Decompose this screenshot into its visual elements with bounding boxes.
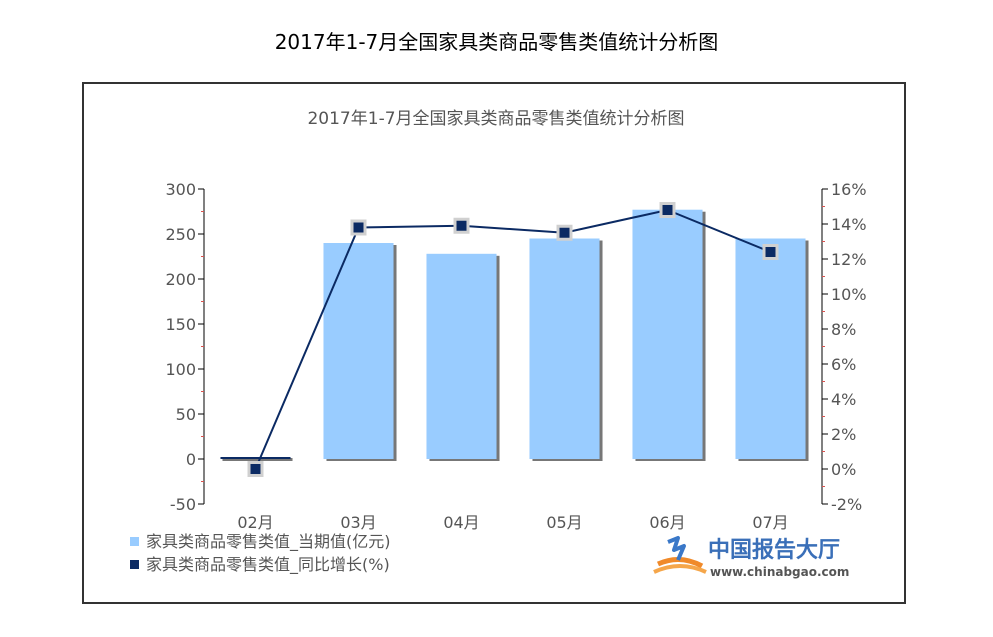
left-axis-tick-label: 50: [176, 405, 196, 424]
left-axis-tick-label: 150: [165, 315, 196, 334]
growth-rate-marker: [559, 227, 570, 238]
bar-current-value: [632, 209, 703, 459]
legend-swatch-bar: [130, 537, 139, 546]
bar-current-value: [529, 238, 600, 459]
right-axis-tick-label: 10%: [831, 285, 867, 304]
legend-label-line: 家具类商品零售类值_同比增长(%): [146, 555, 390, 575]
chart-svg: 2017年1-7月全国家具类商品零售类值统计分析图 300 250 200 150 10…: [130, 109, 867, 575]
x-axis-tick-label: 07月: [752, 513, 788, 532]
legend-swatch-line: [130, 560, 139, 569]
legend: 家具类商品零售类值_当期值(亿元) 家具类商品零售类值_同比增长(%): [130, 532, 391, 575]
left-axis-tick-label: -50: [170, 495, 196, 514]
right-axis-tick-label: 4%: [831, 390, 856, 409]
logo-url-text: www.chinabgao.com: [710, 565, 849, 579]
page-title: 2017年1-7月全国家具类商品零售类值统计分析图: [274, 30, 719, 54]
right-axis-tick-label: 12%: [831, 250, 867, 269]
x-axis-tick-label: 04月: [443, 513, 479, 532]
bar-current-value: [735, 238, 806, 459]
chart-title: 2017年1-7月全国家具类商品零售类值统计分析图: [307, 109, 684, 129]
growth-rate-marker: [456, 220, 467, 231]
growth-rate-marker: [765, 247, 776, 257]
chinabgao-logo: 中国报告大厅 www.chinabgao.com: [653, 536, 849, 579]
logo-brand-text: 中国报告大厅: [708, 538, 840, 563]
bar-current-value: [220, 457, 291, 459]
bar-current-value: [323, 243, 394, 459]
right-axis-tick-label: -2%: [831, 495, 862, 514]
right-axis-tick-label: 2%: [831, 425, 856, 444]
right-axis-tick-label: 0%: [831, 460, 856, 479]
right-axis-tick-label: 8%: [831, 320, 856, 339]
right-axis-tick-label: 14%: [831, 215, 867, 234]
growth-rate-marker: [353, 222, 364, 233]
left-axis-tick-label: 300: [165, 180, 196, 199]
bar-shadow: [222, 458, 293, 461]
logo-mark-icon: [653, 536, 707, 574]
right-axis-tick-label: 16%: [831, 180, 867, 199]
chart-frame: 2017年1-7月全国家具类商品零售类值统计分析图 300 250 200 150 10…: [82, 82, 906, 604]
x-axis-tick-label: 02月: [237, 513, 273, 532]
bar-current-value: [426, 253, 497, 459]
plot-area: 300 250 200 150 100 50 0 -50 16% 14% 12% 10% 8% 6% 4% 2…: [165, 180, 866, 532]
legend-label-bar: 家具类商品零售类值_当期值(亿元): [146, 532, 391, 552]
growth-rate-line: [254, 208, 771, 470]
right-axis-tick-label: 6%: [831, 355, 856, 374]
x-axis-tick-label: 06月: [649, 513, 685, 532]
left-axis-tick-label: 200: [165, 270, 196, 289]
growth-rate-marker: [662, 205, 673, 215]
left-axis-tick-label: 0: [186, 450, 196, 469]
left-axis-tick-label: 250: [165, 225, 196, 244]
left-axis-tick-label: 100: [165, 360, 196, 379]
x-axis-tick-label: 05月: [546, 513, 582, 532]
growth-rate-marker: [250, 464, 261, 474]
x-axis-tick-label: 03月: [340, 513, 376, 532]
